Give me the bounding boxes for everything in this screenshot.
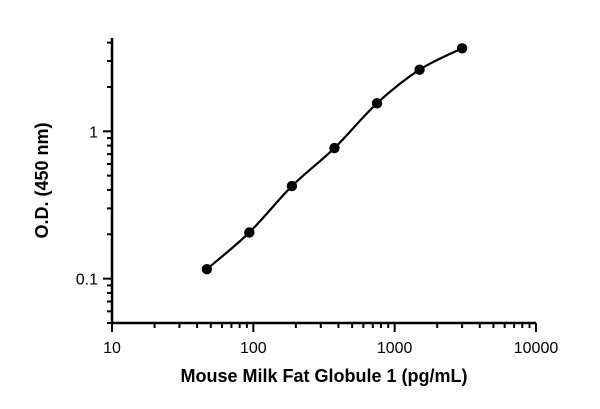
data-point — [201, 263, 213, 275]
y-axis-title: O.D. (450 nm) — [32, 122, 52, 238]
y-tick-label: 0.1 — [76, 272, 98, 289]
plot-area — [201, 43, 468, 275]
fit-curve — [206, 47, 463, 270]
x-tick-label: 10000 — [514, 340, 559, 357]
x-tick-label: 100 — [240, 340, 267, 357]
x-tick-label: 10 — [103, 340, 121, 357]
data-point — [456, 43, 468, 54]
x-axis-ticks: 10 100 1000 10000 — [103, 323, 558, 357]
data-point — [286, 180, 298, 192]
data-point — [329, 142, 340, 154]
data-point — [244, 227, 255, 238]
y-axis-ticks: 0.11 — [76, 41, 112, 324]
x-tick-label: 1000 — [377, 340, 413, 357]
data-point — [371, 98, 383, 109]
data-point — [414, 64, 425, 75]
y-tick-label: 1 — [89, 124, 98, 141]
x-axis-title: Mouse Milk Fat Globule 1 (pg/mL) — [180, 366, 467, 386]
